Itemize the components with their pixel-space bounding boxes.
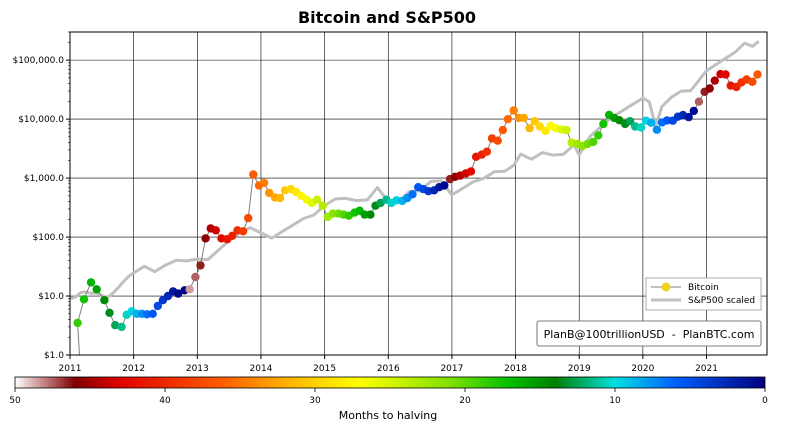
annotation-text: PlanB@100trillionUSD - PlanBTC.com	[544, 328, 755, 341]
x-tick-label: 2020	[631, 364, 654, 374]
chart-title: Bitcoin and S&P500	[298, 8, 476, 27]
bitcoin-point	[694, 97, 704, 106]
plot-frame	[69, 31, 768, 356]
y-tick-label: $10.0	[38, 292, 64, 302]
bitcoin-point	[503, 114, 513, 124]
bitcoin-point	[562, 125, 571, 135]
bitcoin-point	[275, 193, 285, 203]
y-tick-label: $1.0	[44, 351, 64, 361]
bitcoin-point	[721, 70, 730, 79]
colorbar	[14, 376, 766, 389]
x-tick-label: 2017	[440, 364, 463, 374]
bitcoin-point	[589, 137, 598, 147]
bitcoin-point	[684, 112, 693, 122]
colorbar-tick-label: 20	[459, 396, 471, 406]
legend-sp500-label: S&P500 scaled	[688, 296, 755, 306]
sp500-line	[69, 40, 760, 300]
x-tick-label: 2018	[504, 364, 527, 374]
axis-ticks: 2011 2012 2013 2014 2015 2016 2017 2018 2019 2020…	[12, 31, 718, 374]
bitcoin-point	[105, 308, 114, 317]
bitcoin-point	[111, 321, 120, 330]
bitcoin-series	[73, 69, 762, 356]
bitcoin-point	[73, 318, 82, 328]
bitcoin-point	[153, 301, 162, 311]
bitcoin-point	[238, 227, 248, 236]
colorbar-tick-label: 30	[309, 396, 321, 406]
bitcoin-point	[509, 106, 518, 115]
bitcoin-point	[440, 181, 449, 190]
colorbar-tick-label: 10	[609, 396, 621, 406]
bitcoin-point	[312, 195, 322, 204]
sp500-series	[69, 40, 760, 300]
bitcoin-point	[466, 167, 476, 176]
bitcoin-point	[482, 147, 492, 156]
x-tick-label: 2015	[313, 364, 336, 374]
bitcoin-point	[541, 126, 550, 136]
bitcoin-point	[636, 123, 646, 132]
bitcoin-point	[652, 125, 662, 134]
bitcoin-point	[185, 285, 194, 294]
bitcoin-line	[77, 73, 758, 356]
bitcoin-point	[86, 278, 96, 287]
y-tick-label: $10,000.0	[18, 115, 64, 125]
bitcoin-point	[599, 119, 608, 129]
legend: Bitcoin S&P500 scaled	[645, 277, 762, 311]
bitcoin-point	[647, 118, 656, 127]
bitcoin-point	[710, 76, 719, 85]
bitcoin-point	[244, 213, 253, 223]
y-tick-label: $100,000.0	[12, 56, 64, 66]
bitcoin-point	[259, 178, 269, 188]
bitcoin-point	[705, 84, 714, 93]
bitcoin-point	[211, 226, 220, 235]
colorbar-tick-label: 40	[159, 396, 171, 406]
bitcoin-point	[92, 285, 101, 294]
bitcoin-point	[498, 125, 507, 135]
annotation-box: PlanB@100trillionUSD - PlanBTC.com	[536, 320, 762, 347]
bitcoin-point	[625, 117, 635, 126]
x-tick-label: 2013	[186, 364, 209, 374]
y-tick-label: $1,000.0	[24, 174, 64, 184]
bitcoin-point	[174, 289, 183, 298]
bitcoin-point	[318, 201, 327, 210]
bitcoin-point	[493, 136, 502, 145]
colorbar-tick-label: 50	[9, 396, 21, 406]
x-tick-label: 2014	[250, 364, 273, 374]
bitcoin-point	[535, 122, 544, 131]
bitcoin-point	[530, 117, 539, 126]
bitcoin-point	[689, 106, 698, 116]
bitcoin-point	[753, 70, 762, 79]
legend-bitcoin-marker	[661, 282, 671, 292]
bitcoin-point	[525, 124, 534, 133]
x-tick-label: 2012	[122, 364, 145, 374]
colorbar-ticks: 50 40 30 20 10 0	[9, 388, 768, 406]
bitcoin-point	[408, 190, 417, 199]
bitcoin-point	[249, 170, 258, 179]
bitcoin-point	[79, 295, 89, 304]
bitcoin-point	[196, 261, 205, 270]
y-tick-label: $100.0	[33, 233, 65, 243]
bitcoin-point	[117, 322, 126, 332]
bitcoin-point	[228, 231, 237, 240]
bitcoin-point	[748, 77, 757, 87]
bitcoin-point	[191, 272, 200, 282]
colorbar-tick-label: 0	[762, 396, 768, 406]
bitcoin-point	[100, 296, 109, 305]
legend-bitcoin-label: Bitcoin	[688, 283, 719, 293]
bitcoin-point	[594, 131, 603, 140]
x-tick-label: 2021	[695, 364, 718, 374]
bitcoin-point	[265, 188, 274, 198]
bitcoin-point	[148, 309, 157, 318]
bitcoin-point	[519, 113, 528, 123]
bitcoin-point	[201, 234, 210, 243]
colorbar-label: Months to halving	[339, 409, 438, 422]
x-tick-label: 2019	[568, 364, 591, 374]
annotation-frame	[536, 320, 762, 347]
x-tick-label: 2016	[377, 364, 400, 374]
x-tick-label: 2011	[59, 364, 82, 374]
bitcoin-point	[366, 210, 375, 219]
